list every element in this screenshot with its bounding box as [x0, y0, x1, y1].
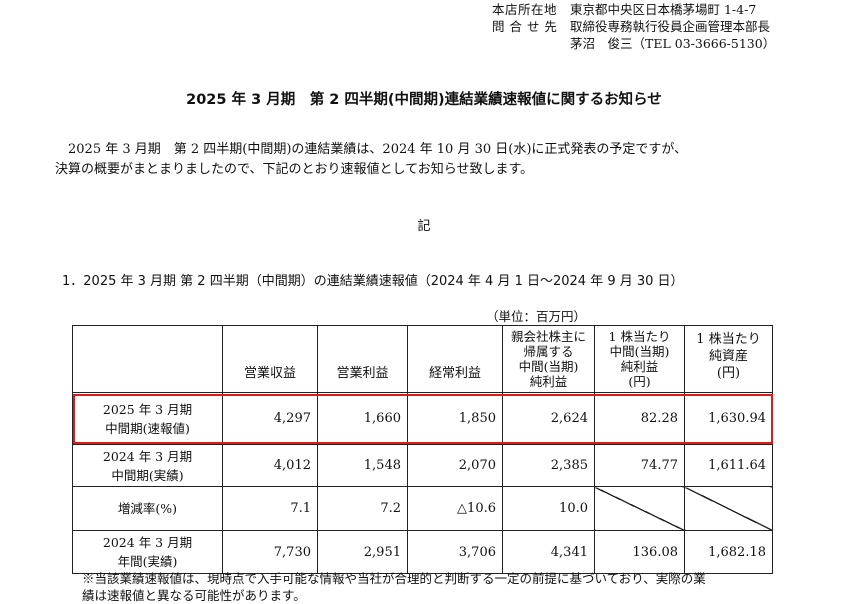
cell-operating-income: 1,548: [317, 444, 408, 487]
intro-line: 決算の概要がまとまりましたので、下記のとおり速報値としてお知らせ致します。: [55, 162, 534, 177]
header-line: 純利益: [529, 374, 568, 389]
footnote-line: 績は速報値と異なる可能性があります。: [82, 588, 306, 603]
header-revenue: 営業収益: [222, 325, 318, 393]
header-empty: [72, 325, 223, 393]
row-label: 2025 年 3 月期 中間期(速報値): [72, 392, 223, 445]
row-label-line: 年間(実績): [117, 554, 178, 569]
section-heading: 1．2025 年 3 月期 第 2 四半期（中間期）の連結業績速報値（2024 …: [62, 274, 684, 289]
cell-ordinary-income: 2,070: [407, 444, 503, 487]
cell-operating-income: 1,660: [317, 392, 408, 445]
cell-revenue: 7.1: [222, 486, 318, 531]
contact-value: 東京都中央区日本橋茅場町 1-4-7: [570, 2, 757, 17]
header-ordinary-income: 経常利益: [407, 325, 503, 393]
header-eps: 1 株当たり 中間(当期) 純利益 (円): [594, 325, 685, 393]
header-net-income: 親会社株主に 帰属する 中間(当期) 純利益: [502, 325, 595, 393]
contact-label: 本店所在地: [492, 2, 558, 17]
cell-eps: 136.08: [594, 530, 685, 574]
header-line: 帰属する: [523, 344, 574, 359]
contact-row-address: 本店所在地 東京都中央区日本橋茅場町 1-4-7: [492, 1, 844, 18]
header-line: 1 株当たり: [608, 329, 671, 344]
footnote-line: ※当該業績速報値は、現時点で入手可能な情報や当社が合理的と判断する一定の前提に基…: [82, 571, 706, 586]
cell-net-income: 4,341: [502, 530, 595, 574]
header-line: 中間(当期): [518, 359, 579, 374]
row-label: 2024 年 3 月期 中間期(実績): [72, 444, 223, 487]
cell-eps: 74.77: [594, 444, 685, 487]
table-row: 増減率(%) 7.1 7.2 △10.6 10.0: [72, 486, 773, 531]
cell-revenue: 7,730: [222, 530, 318, 574]
header-line: 純利益: [620, 359, 659, 374]
cell-operating-income: 2,951: [317, 530, 408, 574]
contact-row-inquiry: 問 合 せ 先 取締役専務執行役員企画管理本部長: [492, 18, 844, 35]
row-label-line: 2024 年 3 月期: [102, 448, 193, 464]
header-row: 営業収益 営業利益 経常利益 親会社株主に 帰属する 中間(当期) 純利益 1 …: [72, 325, 773, 393]
contact-block: 本店所在地 東京都中央区日本橋茅場町 1-4-7 問 合 せ 先 取締役専務執行…: [492, 1, 844, 52]
table-row: 2025 年 3 月期 中間期(速報値) 4,297 1,660 1,850 2…: [72, 392, 773, 445]
cell-revenue: 4,297: [222, 392, 318, 445]
header-line: 1 株当たり: [696, 332, 761, 347]
table-row: 2024 年 3 月期 中間期(実績) 4,012 1,548 2,070 2,…: [72, 444, 773, 487]
cell-net-income: 2,624: [502, 392, 595, 445]
unit-label: （単位：百万円）: [486, 309, 587, 324]
cell-bps: 1,630.94: [684, 392, 773, 445]
footnote: ※当該業績速報値は、現時点で入手可能な情報や当社が合理的と判断する一定の前提に基…: [82, 570, 792, 604]
results-table: 営業収益 営業利益 経常利益 親会社株主に 帰属する 中間(当期) 純利益 1 …: [72, 325, 773, 574]
header-operating-income: 営業利益: [317, 325, 408, 393]
contact-row-person: 茅沼 俊三（TEL 03-3666-5130）: [492, 35, 844, 52]
row-label-line: 2025 年 3 月期: [102, 401, 193, 417]
header-bps: 1 株当たり 純資産 (円): [684, 325, 773, 393]
intro-paragraph: 2025 年 3 月期 第 2 四半期(中間期)の連結業績は、2024 年 10…: [55, 140, 815, 180]
contact-label: 問 合 せ 先: [492, 19, 558, 34]
ki-marker: 記: [417, 219, 431, 234]
cell-revenue: 4,012: [222, 444, 318, 487]
contact-value: 茅沼 俊三（TEL 03-3666-5130）: [570, 36, 776, 51]
cell-ordinary-income: 3,706: [407, 530, 503, 574]
cell-ordinary-income: 1,850: [407, 392, 503, 445]
header-line: 親会社株主に: [510, 329, 586, 344]
cell-net-income: 2,385: [502, 444, 595, 487]
cell-eps: 82.28: [594, 392, 685, 445]
contact-label: [492, 35, 570, 52]
diagonal-slash-cell: [684, 486, 773, 531]
page-title: 2025 年 3 月期 第 2 四半期(中間期)連結業績速報値に関するお知らせ: [186, 92, 662, 108]
intro-line: 2025 年 3 月期 第 2 四半期(中間期)の連結業績は、2024 年 10…: [68, 142, 688, 157]
row-label: 2024 年 3 月期 年間(実績): [72, 530, 223, 574]
contact-value: 取締役専務執行役員企画管理本部長: [570, 19, 771, 34]
header-line: (円): [716, 366, 741, 381]
table-row: 2024 年 3 月期 年間(実績) 7,730 2,951 3,706 4,3…: [72, 530, 773, 574]
header-line: 純資産: [708, 349, 748, 364]
cell-bps: 1,611.64: [684, 444, 773, 487]
cell-bps: 1,682.18: [684, 530, 773, 574]
row-label: 増減率(%): [72, 486, 223, 531]
header-line: 中間(当期): [609, 344, 670, 359]
cell-ordinary-income: △10.6: [407, 486, 503, 531]
row-label-line: 中間期(速報値): [105, 420, 190, 436]
cell-operating-income: 7.2: [317, 486, 408, 531]
row-label-line: 中間期(実績): [111, 467, 184, 483]
cell-net-income: 10.0: [502, 486, 595, 531]
header-line: (円): [628, 374, 651, 389]
diagonal-slash-cell: [594, 486, 685, 531]
row-label-line: 2024 年 3 月期: [102, 535, 193, 550]
